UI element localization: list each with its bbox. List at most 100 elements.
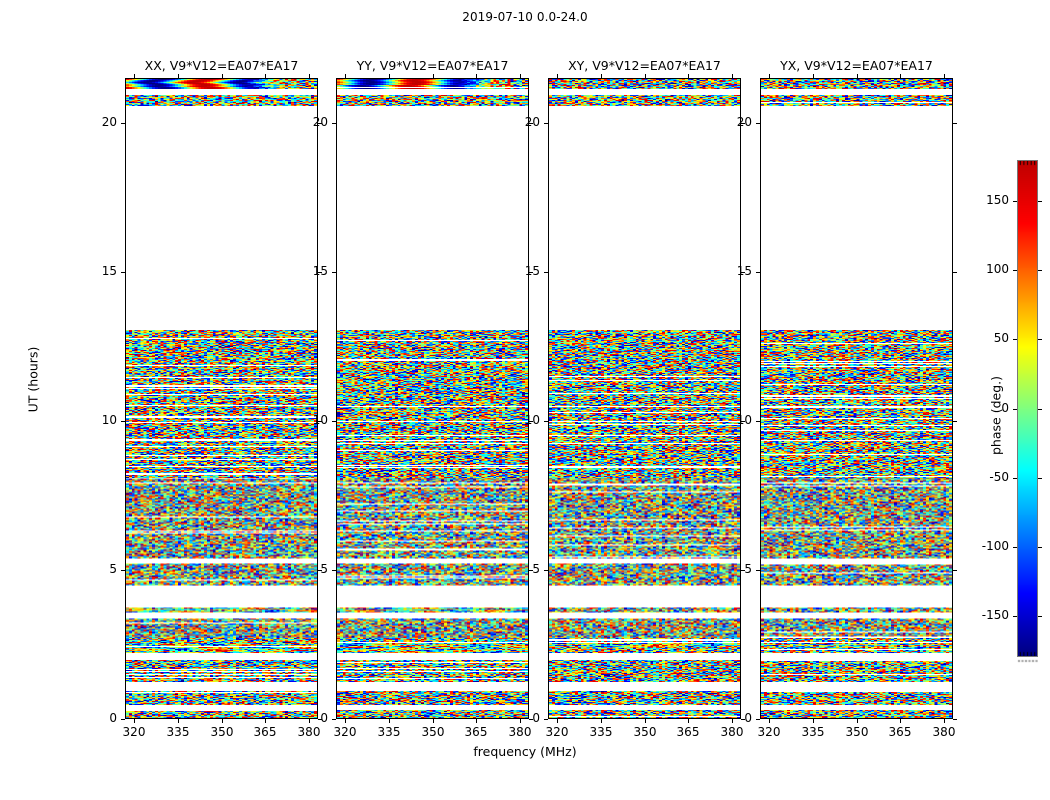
y-tick-mark-right [318, 123, 322, 124]
x-tick-mark-top [476, 74, 477, 78]
y-tick-label: 10 [736, 413, 752, 427]
x-tick-mark [557, 719, 558, 723]
x-axis-label: frequency (MHz) [473, 744, 577, 759]
y-tick-label: 20 [736, 115, 752, 129]
colorbar-tick-label: 150 [986, 193, 1009, 207]
y-tick-mark-right [741, 272, 745, 273]
x-tick-mark-top [345, 74, 346, 78]
x-tick-label: 335 [589, 725, 613, 739]
x-tick-label: 350 [421, 725, 445, 739]
y-tick-mark-right [318, 272, 322, 273]
y-tick-label: 5 [532, 562, 540, 576]
y-tick-mark-right [318, 719, 322, 720]
y-tick-mark [756, 272, 760, 273]
x-tick-mark [645, 719, 646, 723]
panel-title-xy: XY, V9*V12=EA07*EA17 [568, 58, 721, 73]
y-tick-label: 15 [101, 264, 117, 278]
y-tick-mark-right [529, 123, 533, 124]
panel-xx [125, 78, 318, 719]
colorbar-tick-mark [1013, 616, 1017, 617]
x-tick-mark [813, 719, 814, 723]
x-tick-label: 350 [210, 725, 234, 739]
y-tick-mark [756, 719, 760, 720]
y-tick-label: 15 [736, 264, 752, 278]
x-tick-mark-top [309, 74, 310, 78]
x-tick-mark [178, 719, 179, 723]
x-tick-label: 335 [377, 725, 401, 739]
x-tick-label: 335 [166, 725, 190, 739]
y-tick-label: 5 [109, 562, 117, 576]
y-tick-mark [544, 719, 548, 720]
x-tick-mark [769, 719, 770, 723]
x-tick-label: 320 [757, 725, 781, 739]
y-tick-mark-right [529, 570, 533, 571]
y-tick-mark [332, 123, 336, 124]
y-tick-mark [544, 421, 548, 422]
x-tick-mark-top [520, 74, 521, 78]
panel-title-xx: XX, V9*V12=EA07*EA17 [144, 58, 299, 73]
waterfall-image-yy [337, 79, 528, 718]
x-tick-mark [476, 719, 477, 723]
y-tick-mark [756, 570, 760, 571]
colorbar-tick-mark [1013, 270, 1017, 271]
colorbar-tick-label: -150 [981, 608, 1009, 622]
x-tick-mark-top [389, 74, 390, 78]
x-tick-mark [134, 719, 135, 723]
y-tick-mark [544, 123, 548, 124]
x-tick-mark [900, 719, 901, 723]
y-tick-mark [332, 570, 336, 571]
colorbar-tick-mark-right [1038, 547, 1042, 548]
y-tick-mark-right [953, 272, 957, 273]
y-tick-mark [332, 719, 336, 720]
x-tick-label: 320 [333, 725, 357, 739]
y-tick-label: 0 [109, 711, 117, 725]
y-tick-mark-right [953, 719, 957, 720]
x-tick-label: 380 [720, 725, 744, 739]
y-tick-mark [544, 570, 548, 571]
colorbar-tick-mark-right [1038, 478, 1042, 479]
colorbar-tick-mark [1013, 201, 1017, 202]
colorbar-tick-label: -50 [989, 470, 1009, 484]
x-tick-label: 365 [888, 725, 912, 739]
waterfall-image-yx [761, 79, 952, 718]
x-tick-mark-top [813, 74, 814, 78]
y-tick-label: 5 [320, 562, 328, 576]
y-tick-mark [121, 421, 125, 422]
x-tick-mark [309, 719, 310, 723]
y-tick-mark-right [741, 123, 745, 124]
x-tick-label: 380 [297, 725, 321, 739]
x-tick-mark [433, 719, 434, 723]
x-tick-mark-top [134, 74, 135, 78]
colorbar-tick-mark [1013, 478, 1017, 479]
x-tick-label: 320 [545, 725, 569, 739]
y-tick-mark-right [741, 719, 745, 720]
x-tick-mark [857, 719, 858, 723]
x-tick-mark-top [732, 74, 733, 78]
colorbar-tick-label: 50 [993, 331, 1009, 345]
x-tick-mark [265, 719, 266, 723]
x-tick-mark [601, 719, 602, 723]
waterfall-image-xx [126, 79, 317, 718]
y-tick-label: 10 [101, 413, 117, 427]
colorbar-tick-mark-right [1038, 201, 1042, 202]
y-tick-label: 15 [524, 264, 540, 278]
x-tick-label: 335 [801, 725, 825, 739]
panel-yx [760, 78, 953, 719]
y-tick-mark-right [953, 421, 957, 422]
x-tick-mark-top [222, 74, 223, 78]
x-tick-mark-top [944, 74, 945, 78]
y-tick-mark-right [529, 719, 533, 720]
x-tick-mark-top [433, 74, 434, 78]
y-tick-label: 0 [744, 711, 752, 725]
figure-suptitle: 2019-07-10 0.0-24.0 [462, 10, 588, 24]
colorbar-tick-mark-right [1038, 409, 1042, 410]
colorbar-tick-label: -100 [981, 539, 1009, 553]
colorbar-tick-mark [1013, 547, 1017, 548]
x-tick-label: 380 [932, 725, 956, 739]
x-tick-mark [732, 719, 733, 723]
colorbar-tick-label: 100 [986, 262, 1009, 276]
y-tick-label: 20 [312, 115, 328, 129]
y-tick-mark-right [953, 123, 957, 124]
x-tick-mark-top [688, 74, 689, 78]
y-tick-mark-right [741, 421, 745, 422]
